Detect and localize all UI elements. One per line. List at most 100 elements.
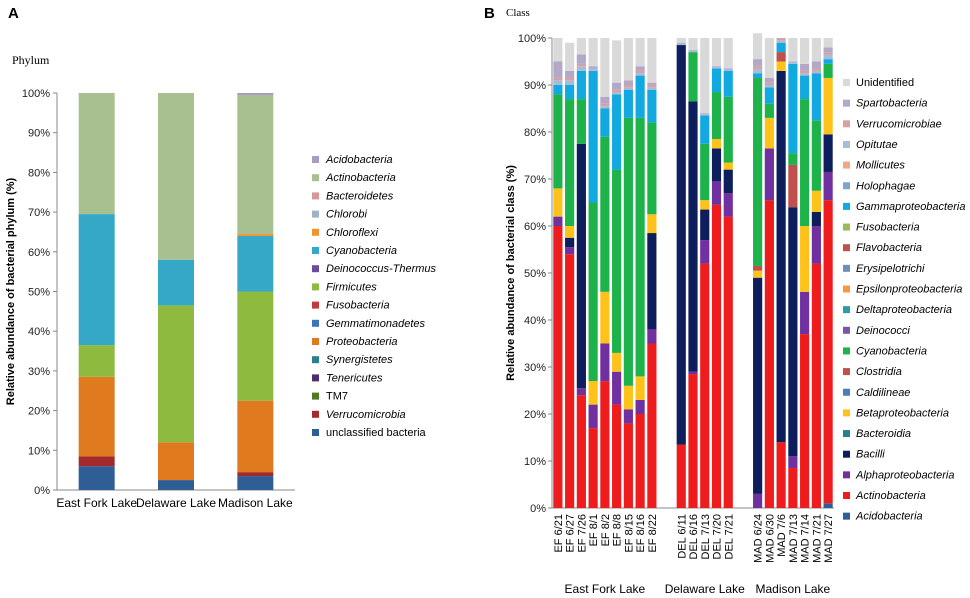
bar-segment-cyanobacteria xyxy=(635,117,645,377)
bar-segment-clostridia xyxy=(788,164,798,208)
bar-segment-spartobacteria xyxy=(676,42,686,44)
bar-segment-verrucomicrobiae xyxy=(753,66,763,69)
bar-segment-actinobacteria xyxy=(565,254,575,508)
legend-swatch-unclassified-bacteria xyxy=(312,429,319,436)
bar-segment-actinobacteria xyxy=(635,414,645,508)
bar-segment-betaproteobacteria xyxy=(723,162,733,170)
bar-segment-betaproteobacteria xyxy=(647,214,657,234)
bar-segment-bacilli xyxy=(676,45,686,445)
legend-label: Deltaproteobacteria xyxy=(856,304,952,316)
bar-segment-cyanobacteria xyxy=(647,122,657,215)
bar-segment-opitutae xyxy=(776,40,786,43)
bar-segment-alphaproteobacteria xyxy=(823,171,833,201)
bar-segment-actinobacteria xyxy=(711,204,722,508)
legend-swatch-erysipelotrichi xyxy=(843,264,850,272)
legend-label: Clostridia xyxy=(856,366,902,378)
x-category-label: East Fork Lake xyxy=(56,496,137,510)
bar-segment-cyanobacteria xyxy=(158,259,194,306)
legend-label: Bacilli xyxy=(856,449,885,461)
y-tick-label: 40% xyxy=(28,326,50,338)
legend-label: Deinococcus-Thermus xyxy=(326,263,437,275)
bar-segment-gammaproteobacteria xyxy=(811,73,821,121)
bar-segment-gammaproteobacteria xyxy=(635,75,645,118)
bar-segment-opitutae xyxy=(823,54,833,60)
bar-segment-actinobacteria xyxy=(823,200,833,504)
y-tick-label: 60% xyxy=(524,221,546,233)
legend-swatch-deinococcus-thermus xyxy=(312,265,319,273)
y-tick-label: 30% xyxy=(524,362,546,374)
bar-segment-unidentified xyxy=(753,33,763,60)
bar-segment-gammaproteobacteria xyxy=(623,89,633,118)
bar-segment-verrucomicrobiae xyxy=(623,85,633,88)
bar-segment-bacilli xyxy=(811,211,821,226)
bar-segment-betaproteobacteria xyxy=(553,188,563,217)
legend-label: Spartobacteria xyxy=(856,98,928,110)
bar-segment-betaproteobacteria xyxy=(811,190,821,212)
bar-segment-actinobacteria xyxy=(158,93,194,260)
bar-segment-actinobacteria xyxy=(623,423,633,508)
x-sample-label: EF 8/15 xyxy=(623,514,635,553)
bar-segment-spartobacteria xyxy=(647,82,657,85)
legend-swatch-chloroflexi xyxy=(312,228,319,236)
bar-segment-cyanobacteria xyxy=(800,99,810,226)
bar-segment-opitutae xyxy=(612,92,622,95)
bar-segment-gammaproteobacteria xyxy=(711,68,722,93)
bar-segment-gammaproteobacteria xyxy=(788,63,798,154)
bar-segment-verrucomicrobiae xyxy=(612,89,622,93)
bar-segment-unidentified xyxy=(588,38,598,67)
legend-swatch-opitutae xyxy=(843,140,850,148)
legend-label: Mollicutes xyxy=(856,160,905,172)
bar-segment-alphaproteobacteria xyxy=(600,343,610,382)
x-sample-label: DEL 7/21 xyxy=(723,514,735,559)
bar-segment-unidentified xyxy=(711,38,722,67)
bar-segment-unidentified xyxy=(623,38,633,81)
bar-segment-opitutae xyxy=(788,61,798,64)
bar-segment-actinobacteria xyxy=(800,334,810,508)
legend-label: Bacteroidetes xyxy=(326,190,394,202)
bar-segment-betaproteobacteria xyxy=(700,200,710,210)
legend-label: Proteobacteria xyxy=(326,336,398,348)
y-tick-label: 20% xyxy=(28,406,50,418)
bar-segment-opitutae xyxy=(800,73,810,76)
bar-segment-opitutae xyxy=(700,114,710,116)
bar-segment-spartobacteria xyxy=(588,66,598,69)
y-tick-label: 0% xyxy=(34,485,50,497)
x-category-label: Delaware Lake xyxy=(136,496,216,510)
bar-segment-gammaproteobacteria xyxy=(576,70,586,100)
bar-segment-firmicutes xyxy=(158,305,194,443)
x-sample-label: EF 6/27 xyxy=(565,514,577,553)
bar-segment-verrucomicrobia xyxy=(78,456,115,467)
bar-segment-spartobacteria xyxy=(612,82,622,90)
legend-swatch-actinobacteria xyxy=(312,174,319,182)
bar-segment-unidentified xyxy=(700,38,710,114)
bar-segment-alphaproteobacteria xyxy=(764,148,774,201)
bar-segment-spartobacteria xyxy=(700,113,710,115)
bar-segment-alphaproteobacteria xyxy=(800,291,810,335)
bar-segment-gammaproteobacteria xyxy=(800,75,810,100)
legend-swatch-acidobacteria xyxy=(312,156,319,163)
bar-segment-gammaproteobacteria xyxy=(723,70,733,97)
legend-swatch-bacilli xyxy=(843,450,850,458)
legend-swatch-mollicutes xyxy=(843,161,850,169)
legend-label: Bacteroidia xyxy=(856,428,911,440)
legend-swatch-epsilonproteobacteria xyxy=(843,285,850,293)
y-tick-label: 10% xyxy=(524,456,546,468)
y-tick-label: 90% xyxy=(28,128,50,140)
x-sample-label: EF 6/21 xyxy=(553,514,565,553)
bar-segment-bacilli xyxy=(776,70,786,443)
bar-segment-cyanobacteria xyxy=(565,99,575,226)
legend-swatch-flavobacteria xyxy=(843,244,850,252)
bar-segment-bacilli xyxy=(788,207,798,457)
x-sample-label: EF 8/8 xyxy=(612,514,624,546)
legend-swatch-deltaproteobacteria xyxy=(843,306,850,314)
bar-segment-spartobacteria xyxy=(823,47,833,53)
bar-segment-unidentified xyxy=(565,42,575,71)
bar-segment-opitutae xyxy=(688,50,698,53)
bar-segment-betaproteobacteria xyxy=(711,139,722,149)
bar-segment-unidentified xyxy=(647,38,657,83)
y-tick-label: 50% xyxy=(524,268,546,280)
bar-segment-gammaproteobacteria xyxy=(647,89,657,123)
bar-segment-cyanobacteria xyxy=(600,136,610,292)
legend-label: Holophagae xyxy=(856,180,915,192)
bar-segment-actinobacteria xyxy=(776,442,786,508)
